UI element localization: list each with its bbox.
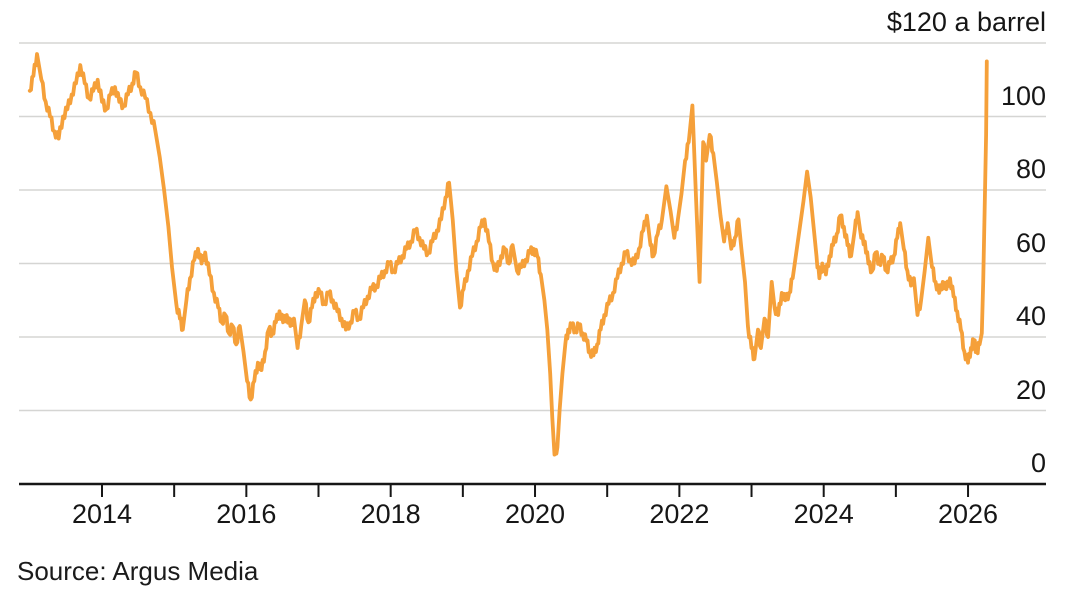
price-line-series (27, 52, 989, 457)
y-axis-unit-label: $120 a barrel (886, 7, 1046, 37)
y-axis-tick-label: 60 (1015, 227, 1046, 258)
x-axis-tick-label: 2014 (71, 499, 133, 529)
x-axis-tick-label: 2016 (216, 499, 277, 529)
x-axis-tick-label: 2018 (360, 499, 421, 529)
x-axis-tick-label: 2022 (649, 499, 710, 529)
y-axis-tick-label: 40 (1015, 301, 1046, 331)
source-note: Source: Argus Media (17, 556, 259, 586)
y-axis-tick-label: 0 (1030, 448, 1046, 478)
x-axis-tick-label: 2020 (504, 499, 566, 529)
y-axis-tick-label: 100 (1000, 80, 1046, 111)
y-axis-tick-label: 20 (1015, 374, 1046, 405)
x-axis-tick-label: 2024 (793, 499, 854, 529)
y-axis-tick-label: 80 (1015, 154, 1046, 184)
x-axis-tick-label: 2026 (937, 499, 999, 529)
